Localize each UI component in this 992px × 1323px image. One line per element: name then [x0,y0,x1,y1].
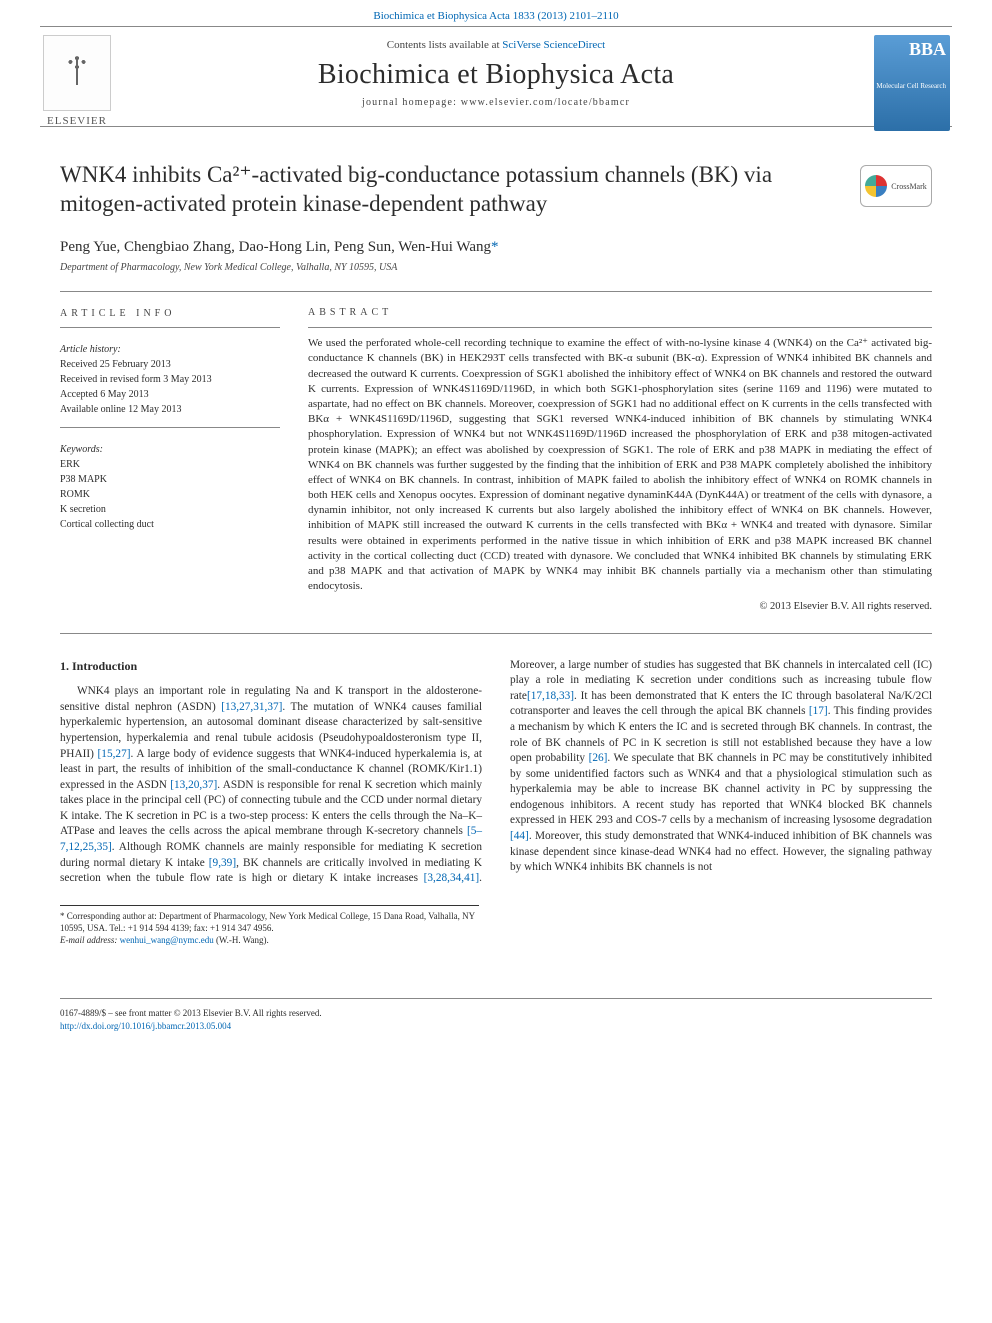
crossmark-badge[interactable]: CrossMark [860,165,932,207]
history-accepted: Accepted 6 May 2013 [60,387,280,402]
citation-link[interactable]: [13,20,37] [170,779,217,791]
sciencedirect-link[interactable]: SciVerse ScienceDirect [502,39,605,51]
history-revised: Received in revised form 3 May 2013 [60,372,280,387]
email-link[interactable]: wenhui_wang@nymc.edu [120,935,214,945]
citation-link[interactable]: [17] [809,705,828,717]
bba-cover-icon: BBA Molecular Cell Research [874,35,950,131]
article-title: WNK4 inhibits Ca²⁺-activated big-conduct… [60,161,932,219]
abstract-copyright: © 2013 Elsevier B.V. All rights reserved… [308,600,932,614]
author-list: Peng Yue, Chengbiao Zhang, Dao-Hong Lin,… [60,239,932,256]
issn-line: 0167-4889/$ – see front matter © 2013 El… [60,1007,484,1020]
history-online: Available online 12 May 2013 [60,402,280,417]
citation-link[interactable]: [15,27] [98,748,131,760]
keywords-label: Keywords: [60,442,280,457]
cover-title: BBA [909,41,946,58]
journal-cover: BBA Molecular Cell Research [874,35,956,131]
footer-left: 0167-4889/$ – see front matter © 2013 El… [60,1007,484,1032]
keyword: K secretion [60,502,280,517]
article-info-heading: ARTICLE INFO [60,306,280,321]
keyword: P38 MAPK [60,472,280,487]
article: CrossMark WNK4 inhibits Ca²⁺-activated b… [0,127,992,976]
corresponding-text: * Corresponding author at: Department of… [60,910,479,934]
citation-link[interactable]: [9,39] [209,857,236,869]
keyword: ROMK [60,487,280,502]
authors-text: Peng Yue, Chengbiao Zhang, Dao-Hong Lin,… [60,239,491,255]
meta-abstract-block: ARTICLE INFO Article history: Received 2… [60,291,932,634]
journal-header: ELSEVIER BBA Molecular Cell Research Con… [40,26,952,127]
affiliation: Department of Pharmacology, New York Med… [60,262,932,273]
crossmark-icon [865,175,887,197]
citation-link[interactable]: [3,28,34,41] [424,872,480,884]
journal-title: Biochimica et Biophysica Acta [40,59,952,91]
contents-pre: Contents lists available at [387,39,502,51]
citation-link[interactable]: [44] [510,830,529,842]
doi-link[interactable]: http://dx.doi.org/10.1016/j.bbamcr.2013.… [60,1021,231,1031]
page-footer: 0167-4889/$ – see front matter © 2013 El… [60,998,932,1032]
body-text: 1. Introduction WNK4 plays an important … [60,658,932,887]
body-text-span: . Although ROMK channels are mainly resp… [112,841,379,853]
keyword: ERK [60,457,280,472]
running-head: Biochimica et Biophysica Acta 1833 (2013… [0,0,992,26]
publisher-name: ELSEVIER [36,115,118,127]
corresponding-footnote: * Corresponding author at: Department of… [60,905,479,946]
abstract-text: We used the perforated whole-cell record… [308,337,932,592]
contents-line: Contents lists available at SciVerse Sci… [40,39,952,51]
history-received: Received 25 February 2013 [60,357,280,372]
cover-subtitle: Molecular Cell Research [876,83,946,91]
footer-right [508,1007,932,1032]
body-paragraph: WNK4 plays an important role in regulati… [60,658,932,887]
email-post: (W.-H. Wang). [214,935,269,945]
body-text-span: . Moreover, this study demonstrated that… [510,830,932,873]
email-label: E-mail address: [60,935,120,945]
citation-link[interactable]: [13,27,31,37] [221,701,282,713]
abstract-column: ABSTRACT We used the perforated whole-ce… [308,306,932,615]
abstract-heading: ABSTRACT [308,306,932,320]
keyword: Cortical collecting duct [60,517,280,532]
homepage-pre: journal homepage: [362,97,461,108]
journal-homepage: journal homepage: www.elsevier.com/locat… [40,97,952,108]
section-heading-intro: 1. Introduction [60,658,482,675]
elsevier-tree-icon [43,35,111,111]
crossmark-label: CrossMark [891,182,927,191]
article-info-column: ARTICLE INFO Article history: Received 2… [60,306,280,615]
homepage-url: www.elsevier.com/locate/bbamcr [461,97,630,108]
history-label: Article history: [60,342,280,357]
corresponding-mark[interactable]: * [491,239,499,255]
citation-link[interactable]: [17,18,33] [527,690,574,702]
publisher-logo: ELSEVIER [36,35,118,131]
citation-link[interactable]: [26] [589,752,608,764]
running-head-link[interactable]: Biochimica et Biophysica Acta 1833 (2013… [373,10,618,22]
